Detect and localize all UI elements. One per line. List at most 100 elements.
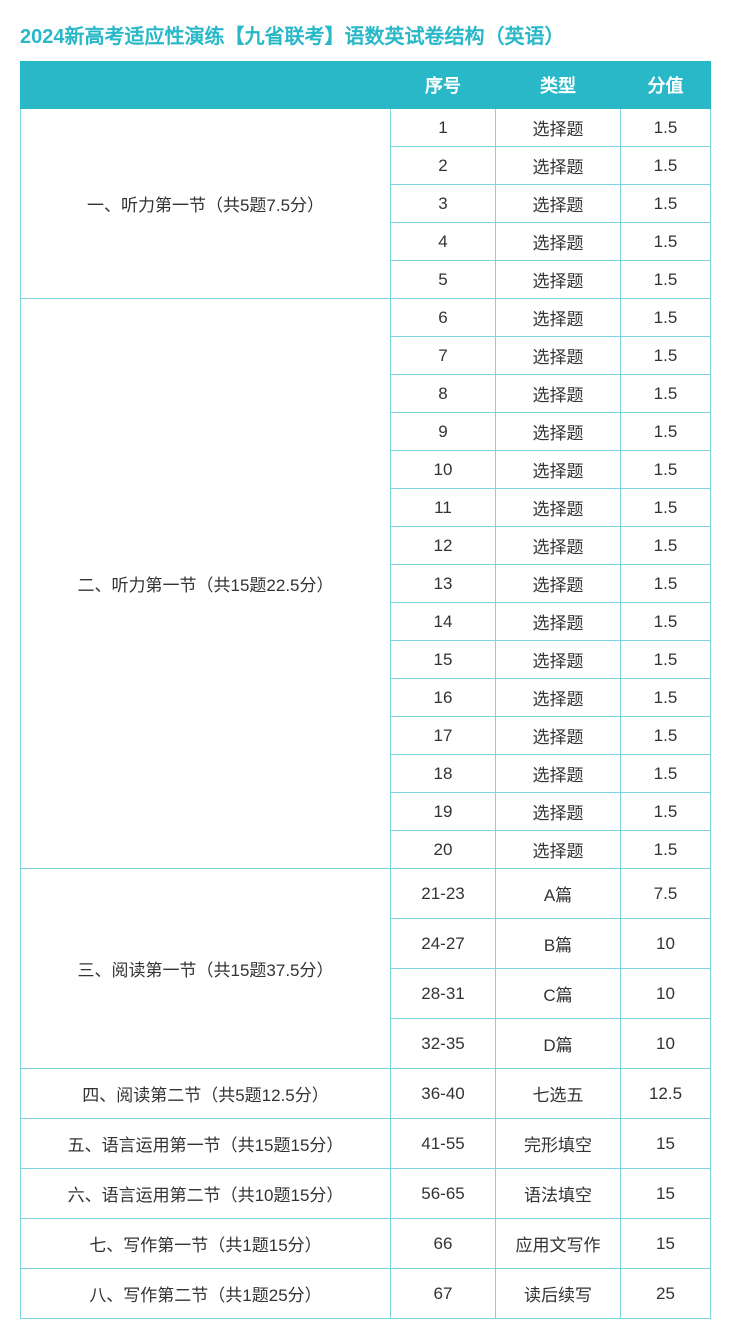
cell-score: 15 [621,1219,711,1269]
cell-type: 应用文写作 [496,1219,621,1269]
cell-score: 1.5 [621,641,711,679]
cell-type: 选择题 [496,337,621,375]
table-row: 六、语言运用第二节（共10题15分）56-65语法填空15 [21,1169,711,1219]
cell-type: 选择题 [496,185,621,223]
cell-number: 56-65 [391,1169,496,1219]
cell-number: 20 [391,831,496,869]
section-label: 三、阅读第一节（共15题37.5分） [21,869,391,1069]
cell-type: 选择题 [496,261,621,299]
cell-type: 选择题 [496,831,621,869]
cell-type: 选择题 [496,679,621,717]
cell-number: 24-27 [391,919,496,969]
cell-type: A篇 [496,869,621,919]
cell-score: 1.5 [621,565,711,603]
cell-score: 1.5 [621,261,711,299]
cell-type: 选择题 [496,793,621,831]
cell-type: 完形填空 [496,1119,621,1169]
cell-type: D篇 [496,1019,621,1069]
table-row: 七、写作第一节（共1题15分）66应用文写作15 [21,1219,711,1269]
table-header-row: 序号 类型 分值 [21,62,711,109]
cell-score: 1.5 [621,679,711,717]
cell-number: 15 [391,641,496,679]
table-row: 三、阅读第一节（共15题37.5分）21-23A篇7.5 [21,869,711,919]
cell-number: 18 [391,755,496,793]
cell-number: 3 [391,185,496,223]
cell-number: 4 [391,223,496,261]
cell-type: 读后续写 [496,1269,621,1319]
cell-score: 1.5 [621,223,711,261]
header-section [21,62,391,109]
table-row: 五、语言运用第一节（共15题15分）41-55完形填空15 [21,1119,711,1169]
cell-score: 15 [621,1169,711,1219]
cell-type: 选择题 [496,641,621,679]
cell-number: 6 [391,299,496,337]
page-title: 2024新高考适应性演练【九省联考】语数英试卷结构（英语） [20,12,711,61]
header-score: 分值 [621,62,711,109]
cell-number: 7 [391,337,496,375]
cell-score: 1.5 [621,147,711,185]
cell-type: 选择题 [496,375,621,413]
cell-score: 1.5 [621,109,711,147]
cell-score: 1.5 [621,413,711,451]
cell-type: 选择题 [496,109,621,147]
cell-score: 1.5 [621,603,711,641]
cell-number: 28-31 [391,969,496,1019]
cell-type: 选择题 [496,451,621,489]
cell-number: 41-55 [391,1119,496,1169]
cell-number: 11 [391,489,496,527]
section-label: 七、写作第一节（共1题15分） [21,1219,391,1269]
cell-number: 5 [391,261,496,299]
section-label: 五、语言运用第一节（共15题15分） [21,1119,391,1169]
cell-number: 19 [391,793,496,831]
cell-type: 选择题 [496,565,621,603]
table-row: 一、听力第一节（共5题7.5分）1选择题1.5 [21,109,711,147]
cell-number: 32-35 [391,1019,496,1069]
cell-type: 选择题 [496,223,621,261]
section-label: 六、语言运用第二节（共10题15分） [21,1169,391,1219]
cell-number: 8 [391,375,496,413]
cell-type: 选择题 [496,755,621,793]
cell-score: 10 [621,919,711,969]
cell-type: C篇 [496,969,621,1019]
cell-score: 1.5 [621,755,711,793]
header-type: 类型 [496,62,621,109]
cell-type: B篇 [496,919,621,969]
cell-score: 10 [621,1019,711,1069]
section-label: 一、听力第一节（共5题7.5分） [21,109,391,299]
cell-score: 15 [621,1119,711,1169]
cell-score: 1.5 [621,375,711,413]
table-row: 八、写作第二节（共1题25分）67读后续写25 [21,1269,711,1319]
cell-number: 12 [391,527,496,565]
cell-score: 1.5 [621,831,711,869]
cell-number: 16 [391,679,496,717]
exam-structure-table: 序号 类型 分值 一、听力第一节（共5题7.5分）1选择题1.52选择题1.53… [20,61,711,1319]
cell-number: 17 [391,717,496,755]
cell-score: 1.5 [621,299,711,337]
cell-score: 1.5 [621,451,711,489]
cell-type: 选择题 [496,489,621,527]
cell-number: 67 [391,1269,496,1319]
cell-score: 12.5 [621,1069,711,1119]
cell-score: 1.5 [621,793,711,831]
cell-score: 25 [621,1269,711,1319]
cell-type: 选择题 [496,147,621,185]
cell-number: 36-40 [391,1069,496,1119]
cell-type: 选择题 [496,603,621,641]
cell-type: 语法填空 [496,1169,621,1219]
cell-number: 66 [391,1219,496,1269]
cell-number: 10 [391,451,496,489]
cell-score: 1.5 [621,717,711,755]
cell-score: 1.5 [621,527,711,565]
cell-type: 选择题 [496,717,621,755]
cell-score: 1.5 [621,337,711,375]
cell-number: 13 [391,565,496,603]
cell-type: 选择题 [496,299,621,337]
section-label: 二、听力第一节（共15题22.5分） [21,299,391,869]
cell-number: 9 [391,413,496,451]
cell-type: 七选五 [496,1069,621,1119]
section-label: 八、写作第二节（共1题25分） [21,1269,391,1319]
cell-type: 选择题 [496,527,621,565]
cell-number: 21-23 [391,869,496,919]
header-number: 序号 [391,62,496,109]
cell-score: 1.5 [621,489,711,527]
